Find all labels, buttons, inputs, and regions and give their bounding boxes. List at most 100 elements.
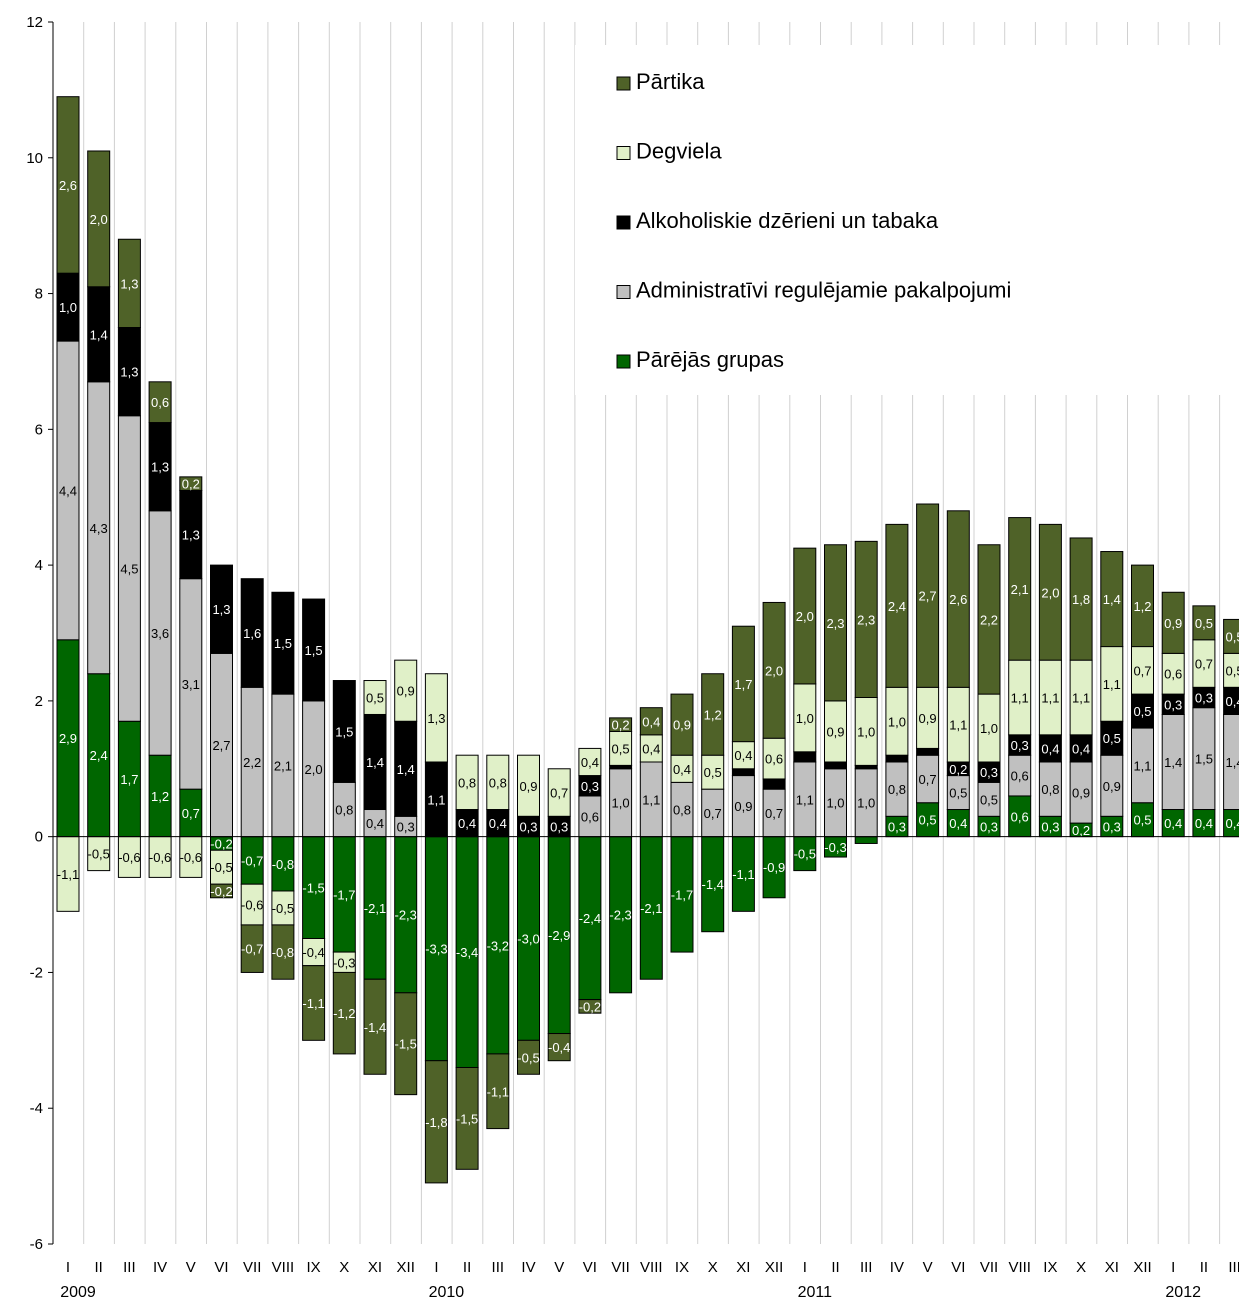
data-label: 0,4 xyxy=(642,714,660,729)
data-label: 0,5 xyxy=(366,690,384,705)
data-label: -0,6 xyxy=(241,898,263,913)
bar-segment-partika xyxy=(1223,618,1239,654)
y-tick-label: 4 xyxy=(35,557,43,574)
data-label: 0,4 xyxy=(1072,741,1090,756)
bar-segment-partika xyxy=(547,1033,571,1062)
data-label: 4,4 xyxy=(59,483,77,498)
bar-segment-partika xyxy=(824,544,847,702)
data-label: 0,9 xyxy=(826,724,844,739)
data-label: 1,3 xyxy=(427,711,445,726)
x-tick-label: VII xyxy=(980,1259,998,1276)
data-label: 1,0 xyxy=(980,721,998,736)
data-label: -1,7 xyxy=(333,887,355,902)
bar-segment-alkoholiskie-dzerieni-un-tabaka xyxy=(885,754,909,763)
data-label: 2,0 xyxy=(305,762,323,777)
data-label: 0,9 xyxy=(734,799,752,814)
x-tick-label: XI xyxy=(1105,1259,1119,1276)
data-label: 1,0 xyxy=(888,714,906,729)
data-label: 0,3 xyxy=(1041,819,1059,834)
bar-segment-alkoholiskie-dzerieni-un-tabaka xyxy=(854,764,878,770)
bar-segment-partika xyxy=(762,601,786,739)
data-label: -0,6 xyxy=(149,850,171,865)
legend-swatch xyxy=(616,146,631,160)
x-tick-label: IV xyxy=(153,1259,167,1276)
bar-segment-partika xyxy=(1008,517,1032,661)
data-label: 1,2 xyxy=(1133,599,1151,614)
data-label: -0,9 xyxy=(763,860,785,875)
data-label: -1,7 xyxy=(671,887,693,902)
data-label: -0,8 xyxy=(272,857,294,872)
data-label: -0,6 xyxy=(118,850,140,865)
data-label: 0,4 xyxy=(366,816,384,831)
data-label: 4,5 xyxy=(120,562,138,577)
year-label: 2011 xyxy=(798,1284,833,1301)
data-label: 0,8 xyxy=(335,803,353,818)
data-label: 1,0 xyxy=(857,796,875,811)
y-tick-label: -6 xyxy=(30,1236,43,1253)
data-label: 1,7 xyxy=(120,772,138,787)
data-label: 1,3 xyxy=(151,460,169,475)
data-label: 2,0 xyxy=(765,663,783,678)
data-label: 1,0 xyxy=(59,300,77,315)
data-label: 0,2 xyxy=(612,718,630,733)
data-label: -2,3 xyxy=(609,908,631,923)
data-label: 0,7 xyxy=(1195,657,1213,672)
bar-segment-alkoholiskie-dzerieni-un-tabaka xyxy=(271,591,295,695)
year-label: 2012 xyxy=(1165,1284,1201,1301)
data-label: 0,7 xyxy=(1133,663,1151,678)
bar-segment-alkoholiskie-dzerieni-un-tabaka xyxy=(609,764,633,770)
data-label: 1,4 xyxy=(1226,755,1239,770)
data-label: 0,2 xyxy=(949,762,967,777)
legend-swatch xyxy=(616,76,631,91)
data-label: 0,9 xyxy=(397,684,415,699)
data-label: 1,1 xyxy=(1133,758,1151,773)
data-label: 0,7 xyxy=(704,806,722,821)
bar-segment-partika xyxy=(56,96,80,274)
bar-segment-alkoholiskie-dzerieni-un-tabaka xyxy=(916,747,940,756)
x-tick-label: VIII xyxy=(1008,1259,1031,1276)
data-label: -2,4 xyxy=(579,911,601,926)
data-label: 0,8 xyxy=(489,775,507,790)
data-label: 1,5 xyxy=(1195,752,1213,767)
data-label: -1,2 xyxy=(333,1006,355,1021)
data-label: 0,9 xyxy=(1164,616,1182,631)
data-label: -0,7 xyxy=(241,942,263,957)
bar-segment-partika xyxy=(87,150,111,288)
bar-segment-partika xyxy=(977,544,1001,695)
data-label: 0,6 xyxy=(151,395,169,410)
data-label: 3,1 xyxy=(182,677,200,692)
data-label: 2,2 xyxy=(243,755,261,770)
data-label: 0,4 xyxy=(734,748,752,763)
legend-box xyxy=(575,45,1239,395)
x-tick-label: X xyxy=(339,1259,349,1276)
legend-label: Administratīvi regulējamie pakalpojumi xyxy=(636,278,1011,303)
data-label: 0,4 xyxy=(949,816,967,831)
data-label: -0,2 xyxy=(210,836,232,851)
data-label: -1,4 xyxy=(364,1020,386,1035)
data-label: -2,1 xyxy=(640,901,662,916)
bar-segment-partika xyxy=(179,476,203,491)
data-label: -3,2 xyxy=(487,938,509,953)
data-label: -2,9 xyxy=(548,928,570,943)
bar-segment-partika xyxy=(332,971,356,1055)
data-label: 0,8 xyxy=(458,775,476,790)
data-label: 0,4 xyxy=(1041,741,1059,756)
y-tick-label: 8 xyxy=(35,286,43,303)
data-label: 0,9 xyxy=(919,711,937,726)
data-label: 0,3 xyxy=(888,819,906,834)
data-label: 0,6 xyxy=(1164,667,1182,682)
bar-segment-alkoholiskie-dzerieni-un-tabaka xyxy=(731,768,755,777)
year-label: 2010 xyxy=(429,1284,465,1301)
data-label: -1,1 xyxy=(302,996,324,1011)
data-label: 0,3 xyxy=(1011,738,1029,753)
data-label: -1,8 xyxy=(425,1115,447,1130)
legend-swatch xyxy=(616,354,631,369)
bar-segment-partika xyxy=(148,381,172,424)
x-tick-label: III xyxy=(492,1259,505,1276)
data-label: 0,3 xyxy=(1164,697,1182,712)
data-label: 1,3 xyxy=(182,528,200,543)
bar-segment-partika xyxy=(916,503,940,688)
data-label: 1,1 xyxy=(642,792,660,807)
bar-segment-alkoholiskie-dzerieni-un-tabaka xyxy=(762,778,786,790)
data-label: 0,9 xyxy=(1072,786,1090,801)
